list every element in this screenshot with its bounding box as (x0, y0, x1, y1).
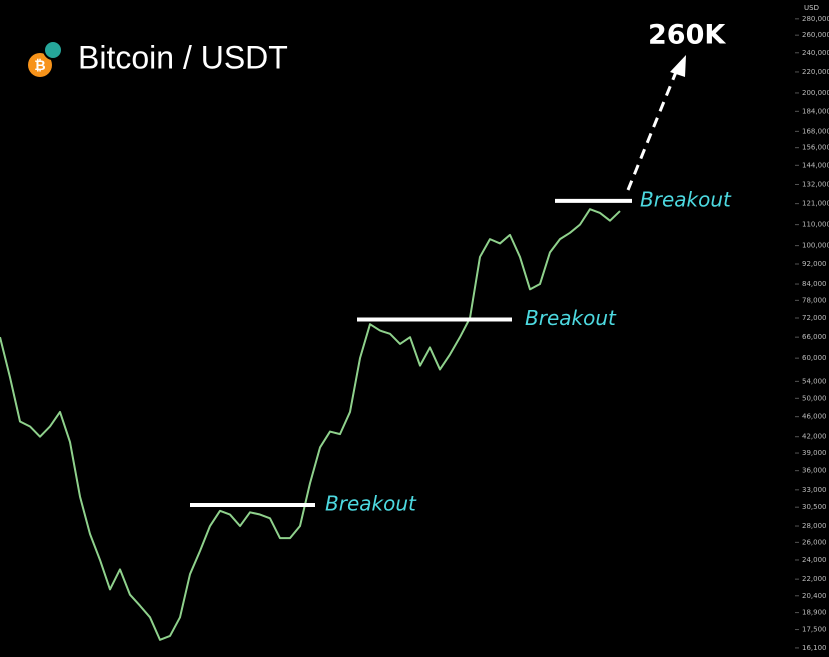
y-tick-label: 84,000 (802, 280, 827, 288)
y-tick-label: 240,000 (802, 49, 829, 57)
y-tick-label: 36,000 (802, 467, 827, 475)
y-tick-label: 144,000 (802, 161, 829, 169)
y-tick-label: 168,000 (802, 127, 829, 135)
y-tick-label: 200,000 (802, 89, 829, 97)
btc-icon (28, 53, 52, 77)
y-tick-label: 184,000 (802, 107, 829, 115)
y-tick-label: 33,000 (802, 486, 827, 494)
y-tick-label: 260,000 (802, 31, 829, 39)
target-label: 260K (648, 20, 726, 51)
y-tick-label: 72,000 (802, 314, 827, 322)
target-arrow (626, 71, 678, 191)
y-tick-label: 22,000 (802, 575, 827, 583)
usdt-icon (43, 40, 63, 60)
y-tick-label: 50,000 (802, 394, 827, 402)
y-tick-label: 54,000 (802, 377, 827, 385)
y-tick-label: 26,000 (802, 538, 827, 546)
y-tick-label: 30,500 (802, 503, 827, 511)
y-tick-label: 78,000 (802, 296, 827, 304)
y-tick-label: 66,000 (802, 333, 827, 341)
arrow-head (670, 55, 686, 77)
y-tick-label: 18,900 (802, 609, 827, 617)
y-tick-label: 220,000 (802, 68, 829, 76)
y-tick-label: 156,000 (802, 144, 829, 152)
y-tick-label: 92,000 (802, 260, 827, 268)
y-tick-label: 20,400 (802, 592, 827, 600)
y-tick-label: 46,000 (802, 413, 827, 421)
y-tick-label: 16,100 (802, 644, 827, 652)
axis-unit: USD (804, 4, 819, 12)
breakout-label: Breakout (525, 306, 617, 330)
breakout-label: Breakout (640, 187, 732, 211)
y-tick-label: 121,000 (802, 200, 829, 208)
y-tick-label: 280,000 (802, 15, 829, 23)
y-tick-label: 110,000 (802, 221, 829, 229)
price-line (0, 208, 621, 641)
y-tick-label: 24,000 (802, 556, 827, 564)
y-tick-label: 28,000 (802, 522, 827, 530)
y-tick-label: 100,000 (802, 242, 829, 250)
y-tick-label: 17,500 (802, 626, 827, 634)
y-tick-label: 60,000 (802, 354, 827, 362)
chart-title: Bitcoin / USDT (78, 39, 288, 75)
y-tick-label: 42,000 (802, 433, 827, 441)
y-tick-label: 39,000 (802, 449, 827, 457)
y-tick-label: 132,000 (802, 180, 829, 188)
btc-symbol: ₿ (34, 58, 45, 74)
breakout-label: Breakout (325, 492, 417, 516)
